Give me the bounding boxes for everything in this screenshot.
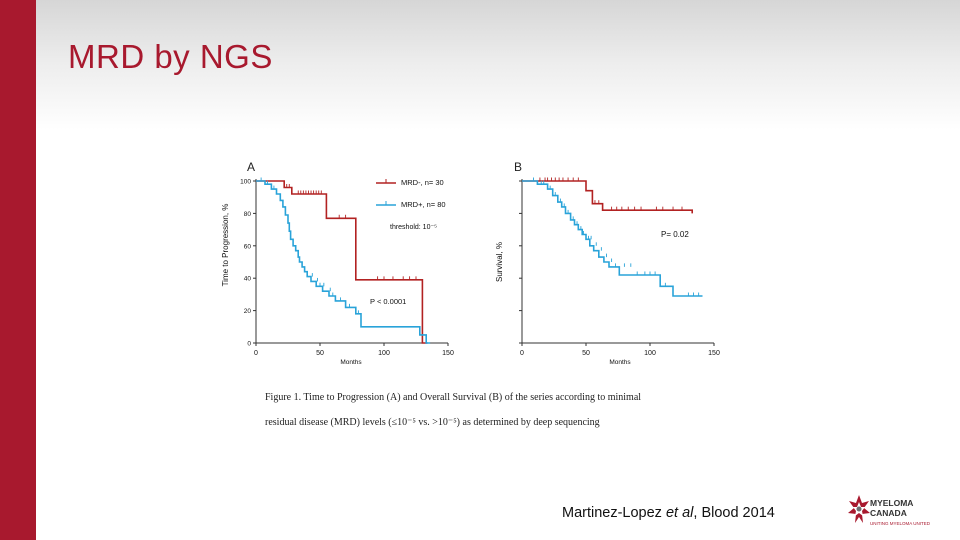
- panel-a-y-tick-label: 0: [247, 341, 251, 348]
- panel-a-x-tick-label: 0: [254, 350, 258, 357]
- panel-a-series-mrd-pos-line: [256, 180, 431, 344]
- panel-b-x-tick-label: 150: [708, 350, 720, 357]
- panel-b-x-tick-label: 0: [520, 350, 524, 357]
- panel-a: A 0 50 100 150 0 20 40 60 80 100 Time to Progress…: [221, 160, 454, 366]
- legend-label-mrd-pos: MRD+, n= 80: [401, 200, 446, 209]
- panel-a-x-tick-label: 50: [316, 350, 324, 357]
- panel-b-xlabel: Months: [609, 359, 631, 366]
- panel-a-y-tick-label: 100: [240, 179, 251, 186]
- panel-b-pvalue: P= 0.02: [661, 230, 689, 239]
- slide-title: MRD by NGS: [68, 38, 273, 75]
- figure-caption-line-1: Figure 1. Time to Progression (A) and Ov…: [265, 392, 642, 403]
- panel-a-x-tick-label: 100: [378, 350, 390, 357]
- logo-tagline: UNITING MYELOMA UNITED: [870, 521, 931, 526]
- panel-b-lines: [522, 177, 703, 297]
- panel-b: B 0 50 100 150 Survival, % Months P= 0.02: [495, 160, 720, 366]
- panel-b-ylabel: Survival, %: [495, 242, 504, 282]
- panel-b-series-mrd-neg-line: [522, 180, 694, 214]
- panel-b-axes: 0 50 100 150: [519, 179, 720, 357]
- panel-a-y-tick-label: 20: [244, 308, 252, 315]
- left-accent-bar: [0, 0, 36, 540]
- logo-line-1: MYELOMA: [870, 498, 914, 508]
- panel-a-series-mrd-neg-line: [256, 180, 428, 344]
- myeloma-canada-logo: [848, 495, 870, 523]
- panel-a-pvalue: P < 0.0001: [370, 297, 406, 306]
- panel-a-y-tick-label: 60: [244, 243, 252, 250]
- panel-a-label: A: [247, 160, 255, 174]
- panel-b-x-tick-label: 100: [644, 350, 656, 357]
- citation-journal: , Blood 2014: [693, 505, 775, 521]
- figure-caption-line-2: residual disease (MRD) levels (≤10⁻⁵ vs.…: [265, 417, 600, 428]
- legend-label-mrd-neg: MRD-, n= 30: [401, 178, 444, 187]
- logo-line-2: CANADA: [870, 508, 907, 518]
- citation-etal: et al: [665, 505, 694, 521]
- panel-b-label: B: [514, 160, 522, 174]
- citation-authors: Martinez-Lopez: [562, 505, 662, 521]
- maple-star-icon: [848, 495, 870, 523]
- panel-a-legend: MRD-, n= 30 MRD+, n= 80 threshold: 10⁻⁵: [376, 178, 446, 231]
- logo-wordmark: MYELOMA CANADA: [870, 498, 913, 518]
- panel-a-threshold: threshold: 10⁻⁵: [390, 224, 437, 231]
- panel-a-x-tick-label: 150: [442, 350, 454, 357]
- km-figure: A 0 50 100 150 0 20 40 60 80 100 Time to Progress…: [221, 160, 720, 366]
- citation: Martinez-Lopez et al, Blood 2014: [562, 505, 775, 521]
- panel-a-axes: 0 50 100 150 0 20 40 60 80 100: [240, 179, 454, 358]
- panel-a-y-tick-label: 40: [244, 276, 252, 283]
- panel-a-xlabel: Months: [340, 359, 362, 366]
- panel-a-y-tick-label: 80: [244, 211, 252, 218]
- panel-b-series-mrd-pos-line: [522, 180, 703, 297]
- panel-b-x-tick-label: 50: [582, 350, 590, 357]
- panel-a-ylabel: Time to Progression, %: [221, 204, 230, 287]
- panel-a-lines: [256, 177, 431, 344]
